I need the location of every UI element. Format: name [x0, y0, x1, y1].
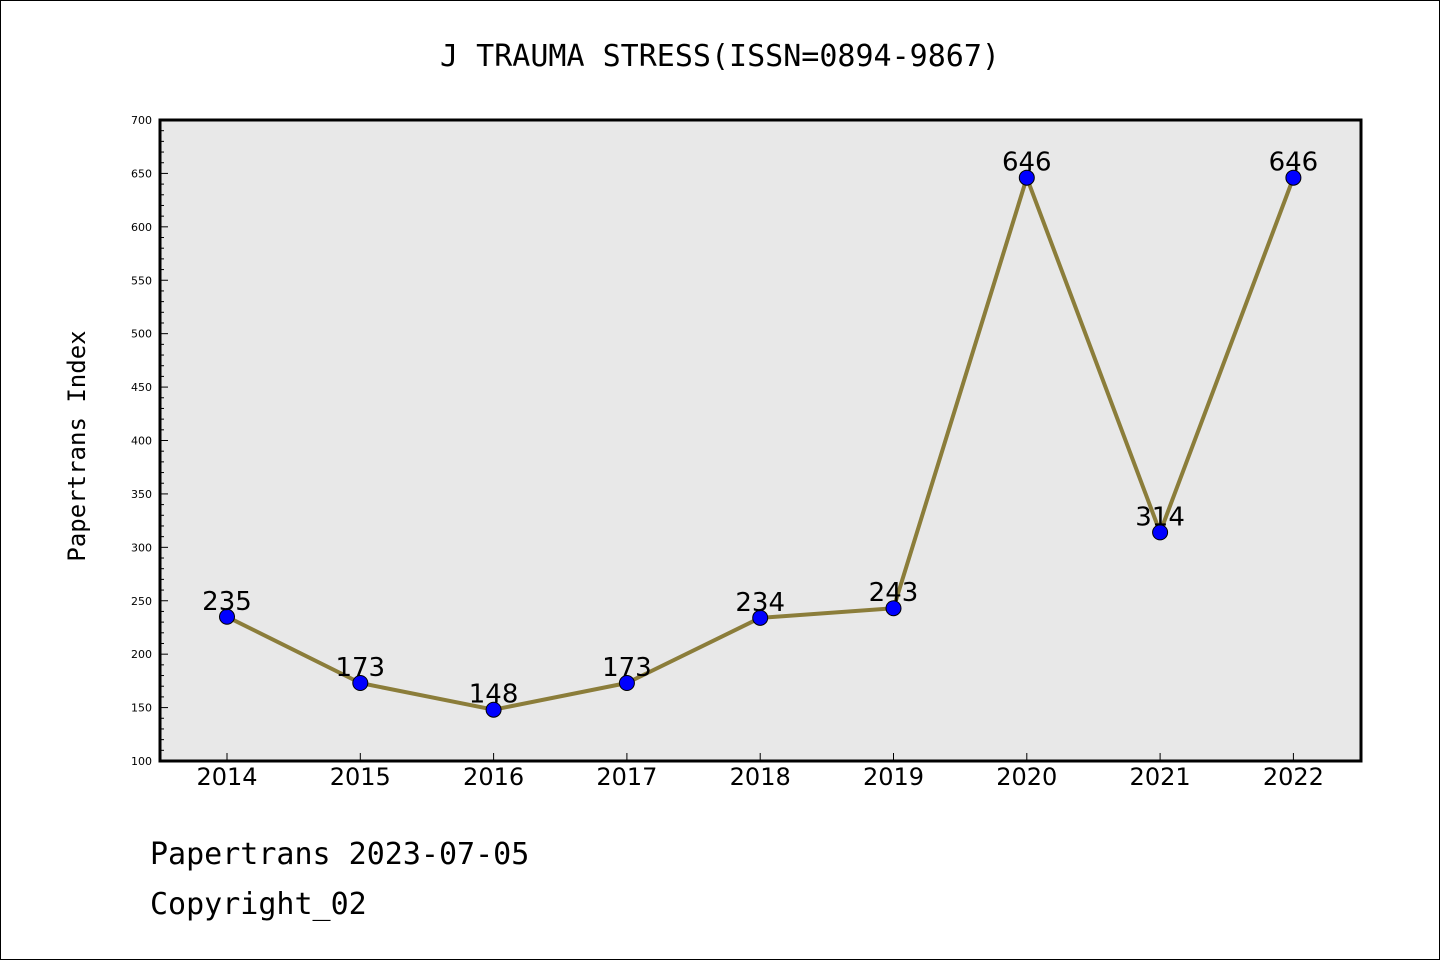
y-tick-label: 250	[131, 595, 152, 608]
data-point	[1018, 169, 1035, 186]
series-line	[219, 169, 1302, 718]
data-point	[752, 609, 769, 626]
x-tick-label: 2016	[463, 763, 524, 791]
y-tick-label: 600	[131, 221, 152, 234]
data-label: 314	[1135, 502, 1185, 532]
y-tick-label: 400	[131, 435, 152, 448]
y-tick-label: 450	[131, 381, 152, 394]
data-label: 646	[1269, 148, 1319, 178]
data-point	[352, 675, 369, 692]
y-tick-label: 650	[131, 167, 152, 180]
data-label: 243	[869, 578, 919, 608]
y-tick-label: 300	[131, 541, 152, 554]
x-tick-label: 2022	[1263, 763, 1324, 791]
y-tick-label: 200	[131, 648, 152, 661]
x-tick-label: 2019	[863, 763, 924, 791]
x-tick-label: 2020	[996, 763, 1057, 791]
y-tick-label: 700	[131, 114, 152, 127]
data-labels: 235 173 148 173 234 243 646 314 646	[202, 148, 1318, 710]
data-point	[885, 600, 902, 617]
y-tick-label: 100	[131, 755, 152, 768]
footer-copyright: Copyright_02	[150, 887, 367, 922]
data-point	[1152, 524, 1169, 541]
data-label: 173	[602, 653, 652, 683]
y-tick-label: 350	[131, 488, 152, 501]
x-tick-label: 2017	[596, 763, 657, 791]
plot-area	[160, 120, 1361, 761]
footer-date: Papertrans 2023-07-05	[150, 837, 529, 872]
data-point	[485, 701, 502, 718]
data-label: 235	[202, 587, 252, 617]
x-tick-label: 2021	[1130, 763, 1191, 791]
y-axis-label: Papertrans Index	[63, 330, 91, 561]
data-point	[618, 675, 635, 692]
data-label: 148	[469, 680, 519, 710]
y-tick-label: 500	[131, 328, 152, 341]
plot-border	[158, 118, 1363, 763]
data-label: 646	[1002, 148, 1052, 178]
data-label: 173	[335, 653, 385, 683]
x-tick-label: 2014	[196, 763, 257, 791]
data-label: 234	[735, 588, 785, 618]
x-tick-label: 2015	[330, 763, 391, 791]
x-tick-label: 2018	[730, 763, 791, 791]
data-point	[219, 608, 235, 625]
x-axis: 2014 2015 2016 2017 2018 2019 2020 2021 2022	[196, 753, 1324, 791]
data-point	[1285, 169, 1302, 186]
chart-title: J TRAUMA STRESS(ISSN=0894-9867)	[440, 39, 1000, 74]
y-tick-label: 150	[131, 702, 152, 715]
y-tick-label: 550	[131, 274, 152, 287]
